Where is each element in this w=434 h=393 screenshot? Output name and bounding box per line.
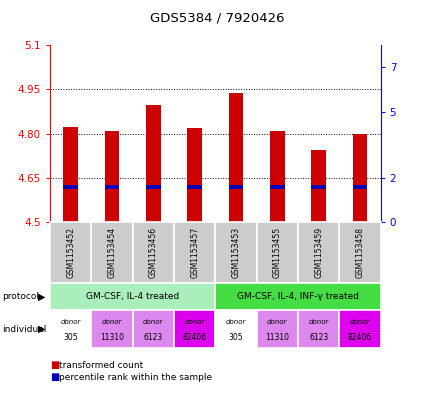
Bar [270,185,284,189]
Bar [50,283,215,310]
Bar [256,222,297,283]
Text: donor: donor [60,319,81,325]
Text: GSM1153459: GSM1153459 [313,227,322,278]
Text: GDS5384 / 7920426: GDS5384 / 7920426 [150,12,284,25]
Text: donor: donor [308,319,328,325]
Bar [256,310,297,348]
Bar [352,134,366,222]
Bar [174,222,215,283]
Bar [63,127,78,222]
Bar [187,185,201,189]
Bar [352,185,366,189]
Text: GSM1153453: GSM1153453 [231,227,240,278]
Text: individual: individual [2,325,46,334]
Text: GSM1153455: GSM1153455 [272,227,281,278]
Text: GM-CSF, IL-4 treated: GM-CSF, IL-4 treated [86,292,179,301]
Bar [311,185,325,189]
Text: transformed count: transformed count [59,361,143,370]
Text: donor: donor [102,319,122,325]
Bar [228,93,243,222]
Text: donor: donor [225,319,246,325]
Text: 6123: 6123 [308,333,328,342]
Bar [311,150,325,222]
Bar [174,310,215,348]
Bar [146,105,160,222]
Text: GSM1153456: GSM1153456 [148,227,158,278]
Text: GSM1153454: GSM1153454 [107,227,116,278]
Text: 305: 305 [63,333,78,342]
Text: 11310: 11310 [100,333,124,342]
Bar [50,222,91,283]
Bar [105,185,119,189]
Bar [105,131,119,222]
Bar [215,283,380,310]
Bar [146,185,160,189]
Text: 82406: 82406 [182,333,206,342]
Bar [132,310,174,348]
Bar [91,310,132,348]
Bar [297,310,339,348]
Text: GSM1153457: GSM1153457 [190,227,199,278]
Bar [63,185,78,189]
Text: GM-CSF, IL-4, INF-γ treated: GM-CSF, IL-4, INF-γ treated [237,292,358,301]
Text: donor: donor [266,319,287,325]
Bar [270,131,284,222]
Text: donor: donor [349,319,369,325]
Bar [187,128,201,222]
Bar [91,222,132,283]
Text: protocol: protocol [2,292,39,301]
Text: ▶: ▶ [37,292,45,302]
Text: donor: donor [143,319,163,325]
Bar [215,310,256,348]
Text: 82406: 82406 [347,333,371,342]
Text: 305: 305 [228,333,243,342]
Bar [339,222,380,283]
Bar [228,185,243,189]
Text: ■: ■ [50,372,59,382]
Bar [50,310,91,348]
Bar [132,222,174,283]
Text: donor: donor [184,319,204,325]
Text: GSM1153458: GSM1153458 [355,227,364,278]
Text: 6123: 6123 [143,333,163,342]
Text: GSM1153452: GSM1153452 [66,227,75,278]
Text: 11310: 11310 [265,333,289,342]
Bar [297,222,339,283]
Bar [339,310,380,348]
Text: ▶: ▶ [37,324,45,334]
Bar [215,222,256,283]
Text: ■: ■ [50,360,59,371]
Text: percentile rank within the sample: percentile rank within the sample [59,373,211,382]
